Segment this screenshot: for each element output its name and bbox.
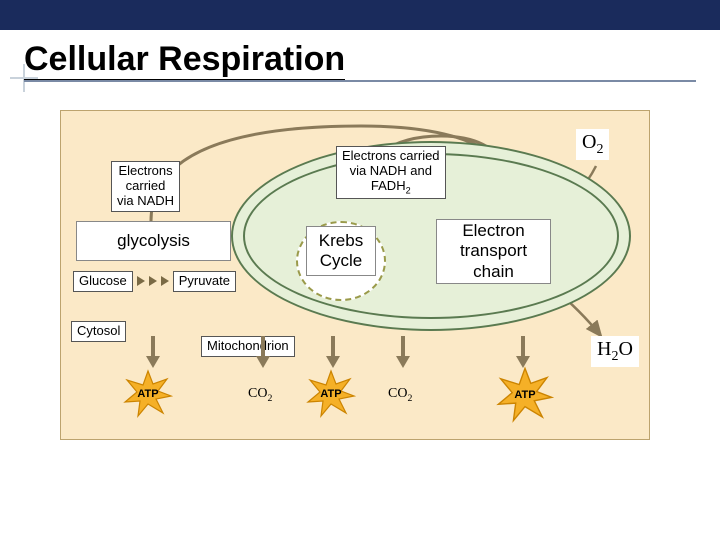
o2-base: O bbox=[582, 131, 596, 153]
co2-label: CO2 bbox=[388, 386, 412, 404]
co2-c: CO bbox=[388, 386, 407, 401]
o2-label: O2 bbox=[576, 129, 609, 160]
carrier-nadh-box: Electrons carried via NADH bbox=[111, 161, 180, 212]
mitochondrion-label: Mitochondrion bbox=[201, 336, 295, 357]
small-arrow-icon bbox=[137, 276, 145, 286]
co2-c: CO bbox=[248, 386, 267, 401]
o2-sub: 2 bbox=[596, 142, 603, 157]
title-area: Cellular Respiration bbox=[24, 40, 696, 82]
down-arrow-icon bbox=[326, 336, 340, 366]
co2-sub: 2 bbox=[407, 393, 412, 404]
pyruvate-box: Pyruvate bbox=[173, 271, 236, 292]
atp-icon: ATP bbox=[306, 369, 356, 419]
glucose-box: Glucose bbox=[73, 271, 133, 292]
atp-icon: ATP bbox=[123, 369, 173, 419]
small-arrow-icon bbox=[161, 276, 169, 286]
atp-text: ATP bbox=[137, 388, 158, 400]
page-title: Cellular Respiration bbox=[24, 40, 345, 82]
respiration-diagram: glycolysis Krebs Cycle Electron transpor… bbox=[60, 110, 650, 440]
carrier-nadh-fadh2-text: Electrons carried via NADH and FADH bbox=[342, 148, 440, 193]
down-arrow-icon bbox=[396, 336, 410, 366]
cytosol-label: Cytosol bbox=[71, 321, 126, 342]
stage-etc: Electron transport chain bbox=[436, 219, 551, 284]
down-arrow-icon bbox=[516, 336, 530, 366]
co2-label: CO2 bbox=[248, 386, 272, 404]
atp-text: ATP bbox=[320, 388, 341, 400]
down-arrow-icon bbox=[146, 336, 160, 366]
atp-icon: ATP bbox=[496, 366, 554, 424]
glucose-pyruvate-row: Glucose Pyruvate bbox=[73, 271, 236, 292]
h2o-o: O bbox=[618, 338, 632, 360]
h2o-h: H bbox=[597, 338, 611, 360]
down-arrow-icon bbox=[256, 336, 270, 366]
carrier-nadh-fadh2-box: Electrons carried via NADH and FADH2 bbox=[336, 146, 446, 199]
stage-krebs: Krebs Cycle bbox=[306, 226, 376, 276]
top-bar bbox=[0, 0, 720, 30]
co2-sub: 2 bbox=[267, 393, 272, 404]
h2o-label: H2O bbox=[591, 336, 639, 367]
title-underline bbox=[24, 80, 696, 82]
fadh2-sub: 2 bbox=[406, 185, 411, 195]
stage-glycolysis: glycolysis bbox=[76, 221, 231, 261]
small-arrow-icon bbox=[149, 276, 157, 286]
atp-text: ATP bbox=[514, 389, 535, 401]
